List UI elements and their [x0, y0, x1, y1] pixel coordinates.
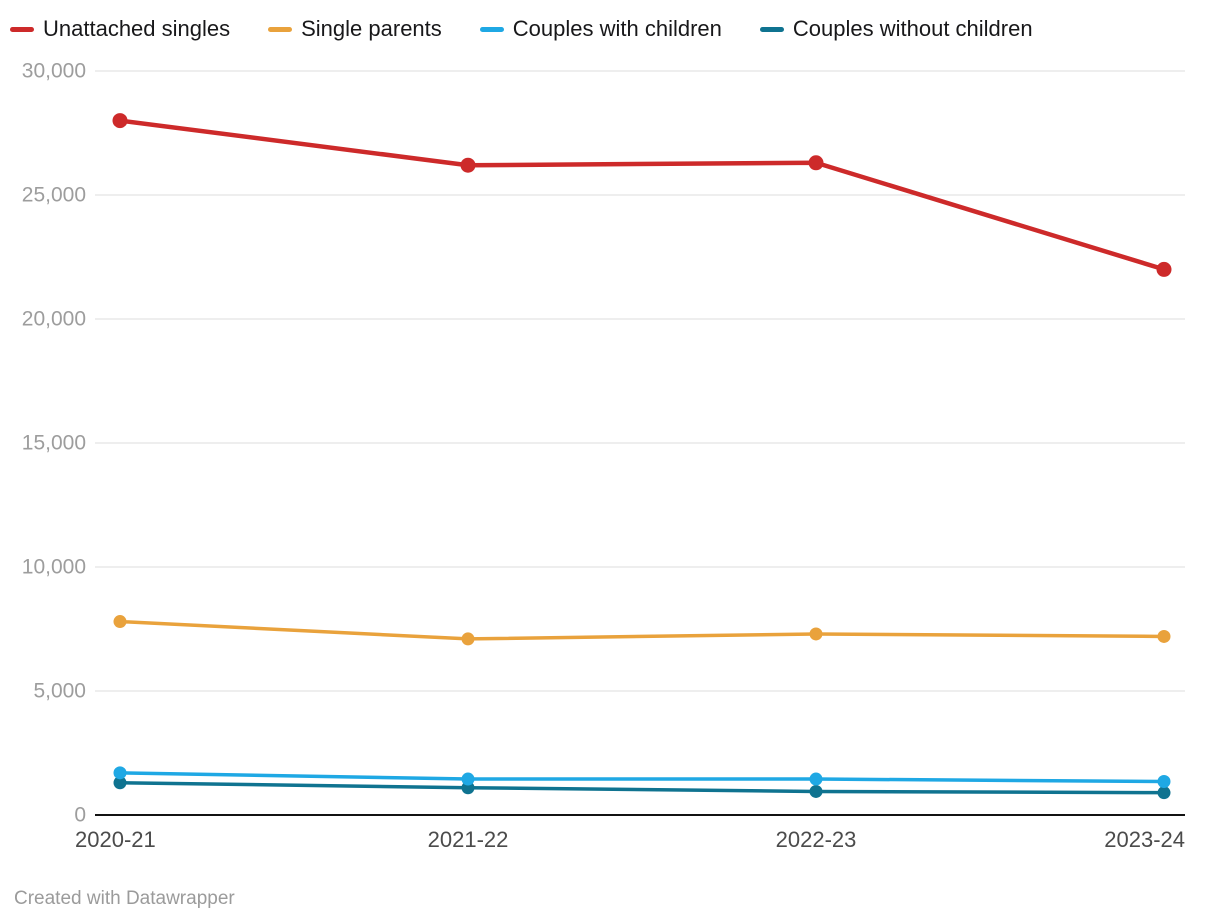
legend: Unattached singles Single parents Couples …: [10, 14, 1033, 44]
legend-swatch-icon: [759, 26, 784, 32]
legend-swatch-icon: [268, 26, 293, 32]
data-point: [809, 772, 823, 786]
data-point: [112, 113, 128, 129]
legend-label: Couples with children: [512, 16, 722, 41]
legend-label: Couples without children: [792, 16, 1033, 41]
x-tick-label: 2023-24: [1104, 827, 1185, 852]
legend-swatch-icon: [479, 26, 504, 32]
data-point: [808, 155, 824, 171]
y-tick-label: 25,000: [22, 184, 86, 207]
series-unattached-singles: [112, 113, 1172, 277]
data-point: [461, 632, 475, 646]
data-point: [113, 766, 127, 780]
legend-item: Single parents: [268, 16, 442, 42]
data-point: [113, 776, 127, 790]
series-couples-with-children: [113, 766, 1171, 789]
data-point: [809, 784, 823, 798]
series-line: [118, 619, 1166, 641]
x-tick-label: 2021-22: [428, 827, 509, 852]
data-point: [1157, 775, 1171, 789]
y-tick-label: 5,000: [33, 680, 86, 703]
data-point: [460, 157, 476, 173]
series-line: [118, 781, 1166, 795]
y-tick-label: 10,000: [22, 556, 86, 579]
series-line: [117, 118, 1167, 272]
y-tick-label: 15,000: [22, 432, 86, 455]
y-tick-label: 30,000: [22, 60, 86, 83]
legend-item: Couples with children: [479, 16, 722, 42]
legend-item: Unattached singles: [10, 16, 230, 42]
legend-item: Couples without children: [759, 16, 1033, 42]
data-point: [1156, 261, 1172, 277]
x-tick-label: 2020-21: [75, 827, 156, 852]
data-point: [113, 615, 127, 629]
legend-label: Single parents: [301, 16, 442, 41]
legend-swatch-icon: [10, 26, 34, 32]
line-chart: 0 5,000 10,000 15,000 20,000 25,000 30,000 2020…: [22, 60, 1185, 852]
data-point: [1157, 629, 1171, 643]
data-point: [461, 772, 475, 786]
data-point: [809, 627, 823, 641]
data-point: [1157, 786, 1171, 800]
series-couples-without-children: [113, 776, 1171, 800]
series-single-parents: [113, 615, 1171, 646]
x-tick-label: 2022-23: [776, 827, 857, 852]
y-tick-label: 0: [74, 804, 86, 827]
series-line: [118, 771, 1166, 784]
legend-label: Unattached singles: [43, 16, 231, 41]
y-tick-label: 20,000: [22, 308, 86, 331]
datawrapper-credit: Created with Datawrapper: [14, 888, 235, 909]
